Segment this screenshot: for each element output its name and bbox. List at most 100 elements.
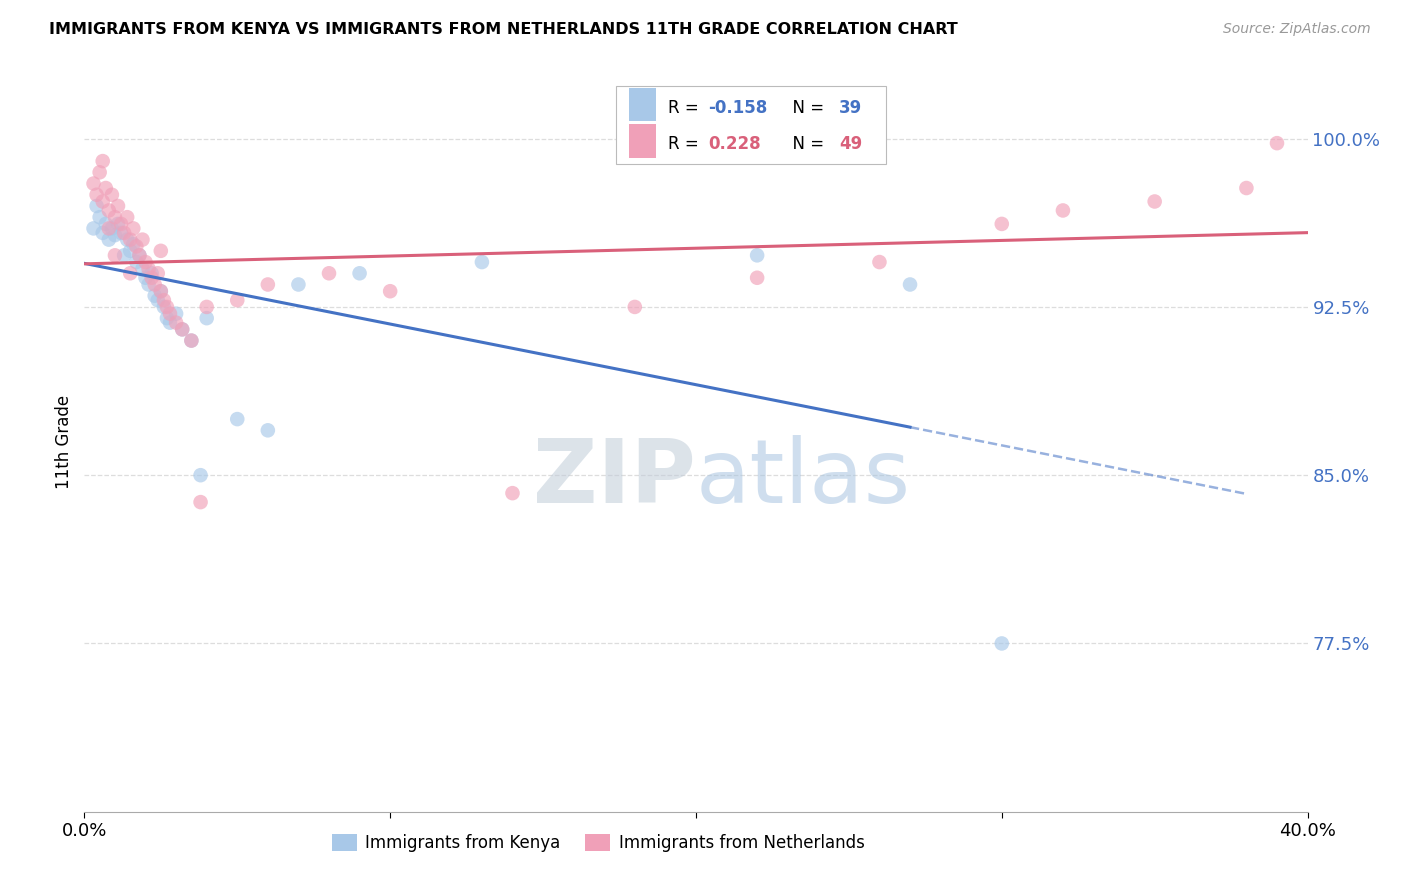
Point	[107, 217, 129, 231]
Point	[104, 228, 127, 243]
Point	[83, 177, 105, 191]
Point	[120, 233, 142, 247]
Text: -0.158: -0.158	[709, 99, 768, 117]
Point	[91, 154, 114, 169]
Point	[135, 270, 157, 285]
Point	[149, 284, 172, 298]
Point	[226, 412, 249, 426]
Point	[172, 322, 194, 336]
Text: N =: N =	[782, 99, 830, 117]
Point	[89, 165, 111, 179]
Point	[131, 233, 153, 247]
Point	[94, 217, 117, 231]
Point	[141, 270, 163, 285]
Point	[122, 221, 145, 235]
Point	[128, 248, 150, 262]
Text: R =: R =	[668, 136, 709, 153]
Point	[747, 248, 769, 262]
Point	[141, 266, 163, 280]
Point	[86, 199, 108, 213]
Point	[112, 226, 135, 240]
Point	[120, 244, 142, 258]
Point	[125, 255, 148, 269]
Point	[159, 316, 181, 330]
Point	[120, 266, 142, 280]
Text: N =: N =	[782, 136, 830, 153]
Point	[125, 239, 148, 253]
Point	[107, 199, 129, 213]
Text: ZIP: ZIP	[533, 435, 696, 522]
Point	[1143, 194, 1166, 209]
Text: atlas: atlas	[696, 435, 911, 522]
Point	[115, 210, 138, 224]
Point	[156, 311, 179, 326]
Point	[349, 266, 371, 280]
Point	[110, 217, 132, 231]
Point	[101, 221, 124, 235]
Text: Source: ZipAtlas.com: Source: ZipAtlas.com	[1223, 22, 1371, 37]
Point	[898, 277, 921, 292]
Point	[226, 293, 249, 308]
Bar	[616, 87, 886, 164]
Point	[153, 293, 176, 308]
Point	[97, 203, 120, 218]
Point	[138, 261, 160, 276]
Point	[143, 277, 166, 292]
Point	[991, 217, 1014, 231]
Point	[91, 226, 114, 240]
Point	[195, 300, 218, 314]
Point	[257, 277, 280, 292]
Point	[112, 248, 135, 262]
Point	[180, 334, 202, 348]
Point	[287, 277, 309, 292]
Point	[190, 468, 212, 483]
Point	[318, 266, 340, 280]
Point	[104, 248, 127, 262]
Point	[135, 255, 157, 269]
Point	[257, 423, 280, 437]
Y-axis label: 11th Grade: 11th Grade	[55, 394, 73, 489]
Text: R =: R =	[668, 99, 704, 117]
Point	[180, 334, 202, 348]
Point	[143, 289, 166, 303]
Point	[195, 311, 218, 326]
Point	[83, 221, 105, 235]
Point	[747, 270, 769, 285]
Point	[380, 284, 402, 298]
Point	[97, 221, 120, 235]
Point	[101, 187, 124, 202]
Text: 39: 39	[839, 99, 862, 117]
Point	[156, 300, 179, 314]
Point	[172, 322, 194, 336]
Point	[1236, 181, 1258, 195]
Point	[149, 244, 172, 258]
Point	[190, 495, 212, 509]
Point	[122, 237, 145, 252]
Point	[97, 233, 120, 247]
Point	[138, 277, 160, 292]
Point	[165, 316, 187, 330]
Point	[1265, 136, 1288, 150]
Text: 0.228: 0.228	[709, 136, 761, 153]
Point	[104, 210, 127, 224]
Point	[502, 486, 524, 500]
Point	[869, 255, 891, 269]
Text: IMMIGRANTS FROM KENYA VS IMMIGRANTS FROM NETHERLANDS 11TH GRADE CORRELATION CHAR: IMMIGRANTS FROM KENYA VS IMMIGRANTS FROM…	[49, 22, 957, 37]
Point	[471, 255, 494, 269]
Point	[159, 307, 181, 321]
Point	[115, 233, 138, 247]
Point	[153, 300, 176, 314]
Point	[149, 284, 172, 298]
Legend: Immigrants from Kenya, Immigrants from Netherlands: Immigrants from Kenya, Immigrants from N…	[325, 828, 872, 859]
Point	[1052, 203, 1074, 218]
Point	[991, 636, 1014, 650]
Bar	[628, 88, 655, 121]
Point	[128, 248, 150, 262]
Point	[165, 307, 187, 321]
Point	[131, 261, 153, 276]
Point	[146, 293, 169, 308]
Point	[89, 210, 111, 224]
Text: 49: 49	[839, 136, 862, 153]
Point	[86, 187, 108, 202]
Point	[146, 266, 169, 280]
